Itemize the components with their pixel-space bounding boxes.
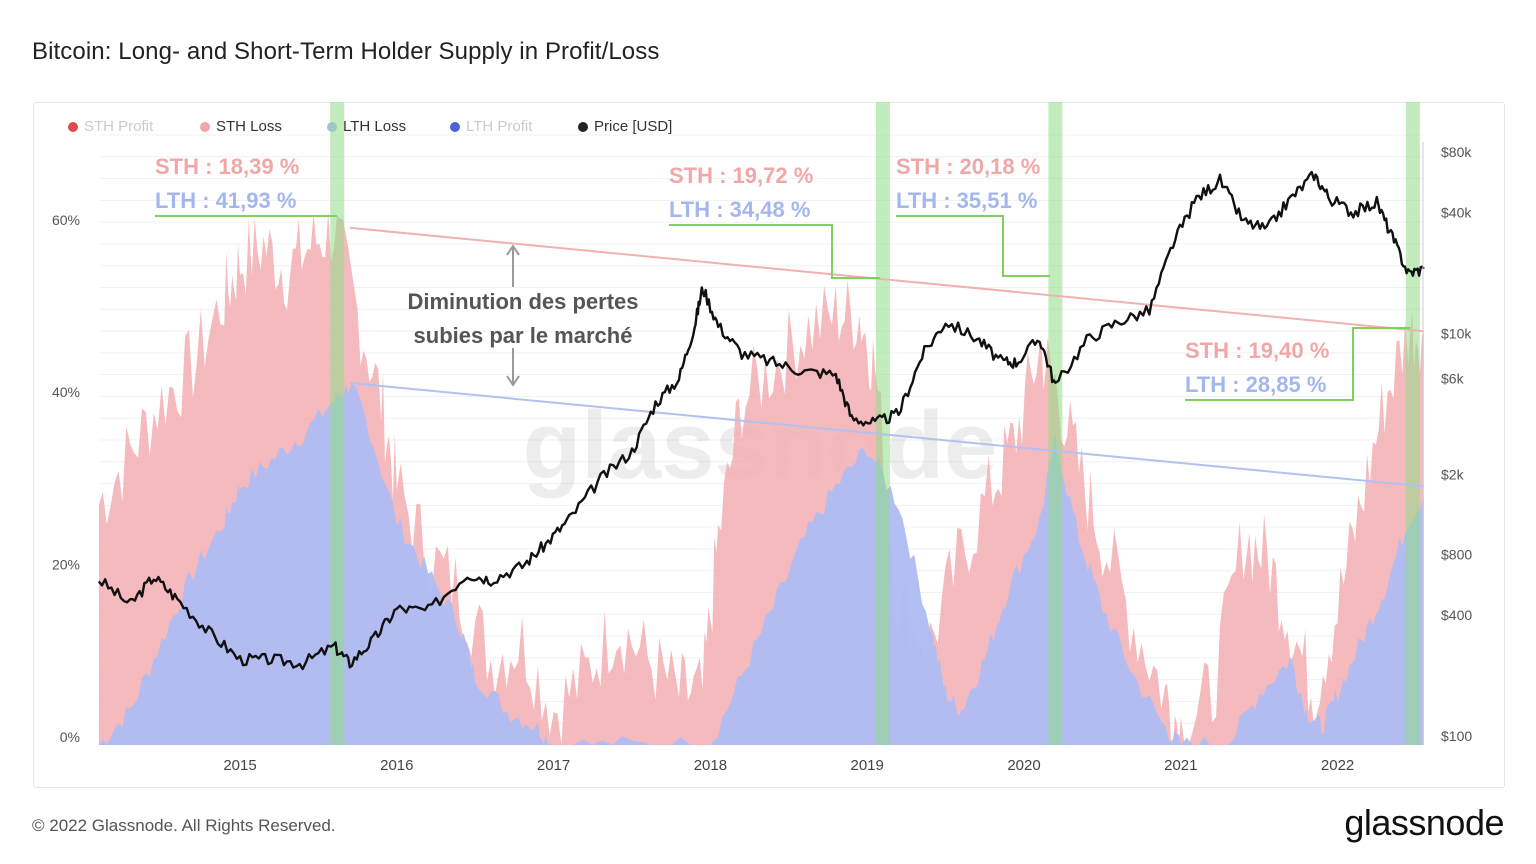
y-right-tick-label: $10k (1441, 326, 1472, 342)
x-tick-label: 2020 (1007, 757, 1040, 774)
legend-dot-icon (200, 121, 210, 132)
highlight-band (1405, 102, 1420, 745)
highlight-band (330, 102, 345, 745)
brand-logo: glassnode (1344, 802, 1504, 843)
legend-dot-icon (68, 121, 78, 132)
y-right-tick-label: $400 (1441, 607, 1472, 623)
annotation-sth-3: STH : 20,18 % (896, 154, 1040, 179)
x-tick-label: 2016 (380, 757, 413, 774)
y-left-tick-label: 40% (52, 384, 80, 400)
legend-label: STH Profit (84, 118, 154, 135)
annotation-connector (1185, 327, 1410, 401)
chart-frame (33, 102, 1505, 788)
x-tick-label: 2021 (1164, 757, 1197, 774)
annotation-lth-4: LTH : 28,85 % (1185, 372, 1326, 397)
legend-dot-icon (578, 121, 588, 132)
legend-label: LTH Profit (466, 118, 533, 135)
highlight-band (1048, 102, 1063, 745)
annotation-connector (896, 215, 1050, 277)
y-right-tick-label: $6k (1441, 370, 1465, 386)
annotation-sth-2: STH : 19,72 % (669, 163, 813, 188)
annotation-connector (669, 224, 880, 279)
x-tick-label: 2015 (223, 757, 256, 774)
legend-item[interactable]: STH Loss (200, 118, 282, 135)
x-tick-label: 2022 (1321, 757, 1354, 774)
y-left-tick-label: 20% (52, 557, 80, 573)
x-tick-label: 2017 (537, 757, 570, 774)
center-note-line-1: Diminution des pertes (407, 289, 638, 314)
lth-loss-area (98, 382, 1424, 745)
copyright-text: © 2022 Glassnode. All Rights Reserved. (32, 816, 336, 835)
arrow-down-icon (506, 348, 520, 387)
y-right-tick-label: $800 (1441, 546, 1472, 562)
page-title: Bitcoin: Long- and Short-Term Holder Sup… (32, 38, 660, 65)
center-note-line-2: subies par le marché (414, 323, 633, 348)
y-right-tick-label: $100 (1441, 728, 1472, 744)
trend-line-lth (349, 381, 1424, 488)
highlight-band (875, 102, 890, 745)
trend-line-sth (349, 226, 1424, 333)
annotation-sth-1: STH : 18,39 % (155, 154, 299, 179)
arrow-up-icon (506, 244, 520, 287)
price-line (97, 170, 1425, 671)
legend-dot-icon (450, 121, 460, 132)
x-tick-label: 2019 (851, 757, 884, 774)
annotation-lth-1: LTH : 41,93 % (155, 188, 296, 213)
y-right-tick-label: $40k (1441, 205, 1472, 221)
legend-label: Price [USD] (594, 118, 673, 135)
y-left-tick-label: 60% (52, 212, 80, 228)
annotation-lth-2: LTH : 34,48 % (669, 197, 810, 222)
legend-label: LTH Loss (343, 118, 407, 135)
annotation-sth-4: STH : 19,40 % (1185, 338, 1329, 363)
y-right-tick-label: $2k (1441, 466, 1465, 482)
legend-item[interactable]: LTH Profit (450, 118, 532, 135)
y-right-tick-label: $80k (1441, 144, 1472, 160)
legend-item[interactable]: Price [USD] (578, 118, 672, 135)
x-tick-label: 2018 (694, 757, 727, 774)
legend-item[interactable]: STH Profit (68, 118, 153, 135)
y-left-tick-label: 0% (60, 729, 80, 745)
annotation-lth-3: LTH : 35,51 % (896, 188, 1037, 213)
legend-label: STH Loss (216, 118, 282, 135)
